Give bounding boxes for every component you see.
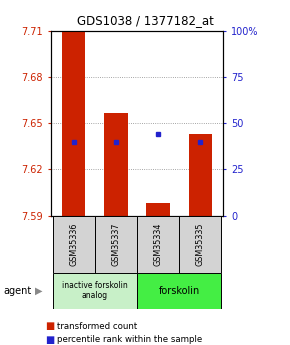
Text: ■: ■ <box>45 321 54 331</box>
Bar <box>53 273 137 309</box>
Bar <box>188 134 212 216</box>
Bar <box>95 216 137 273</box>
Bar <box>179 216 221 273</box>
Bar <box>137 216 179 273</box>
Text: GSM35337: GSM35337 <box>111 222 120 266</box>
Text: ■: ■ <box>45 335 54 345</box>
Bar <box>62 31 86 216</box>
Text: forskolin: forskolin <box>159 286 200 296</box>
Text: GSM35334: GSM35334 <box>154 223 163 266</box>
Text: GDS1038 / 1377182_at: GDS1038 / 1377182_at <box>77 14 213 28</box>
Text: inactive forskolin
analog: inactive forskolin analog <box>62 281 128 300</box>
Bar <box>104 112 128 216</box>
Text: GSM35336: GSM35336 <box>69 223 78 266</box>
Text: ▶: ▶ <box>35 286 43 296</box>
Bar <box>53 216 95 273</box>
Text: transformed count: transformed count <box>57 322 137 331</box>
Text: agent: agent <box>3 286 31 296</box>
Bar <box>137 273 221 309</box>
Text: percentile rank within the sample: percentile rank within the sample <box>57 335 202 344</box>
Bar <box>146 203 170 216</box>
Text: GSM35335: GSM35335 <box>196 222 205 266</box>
